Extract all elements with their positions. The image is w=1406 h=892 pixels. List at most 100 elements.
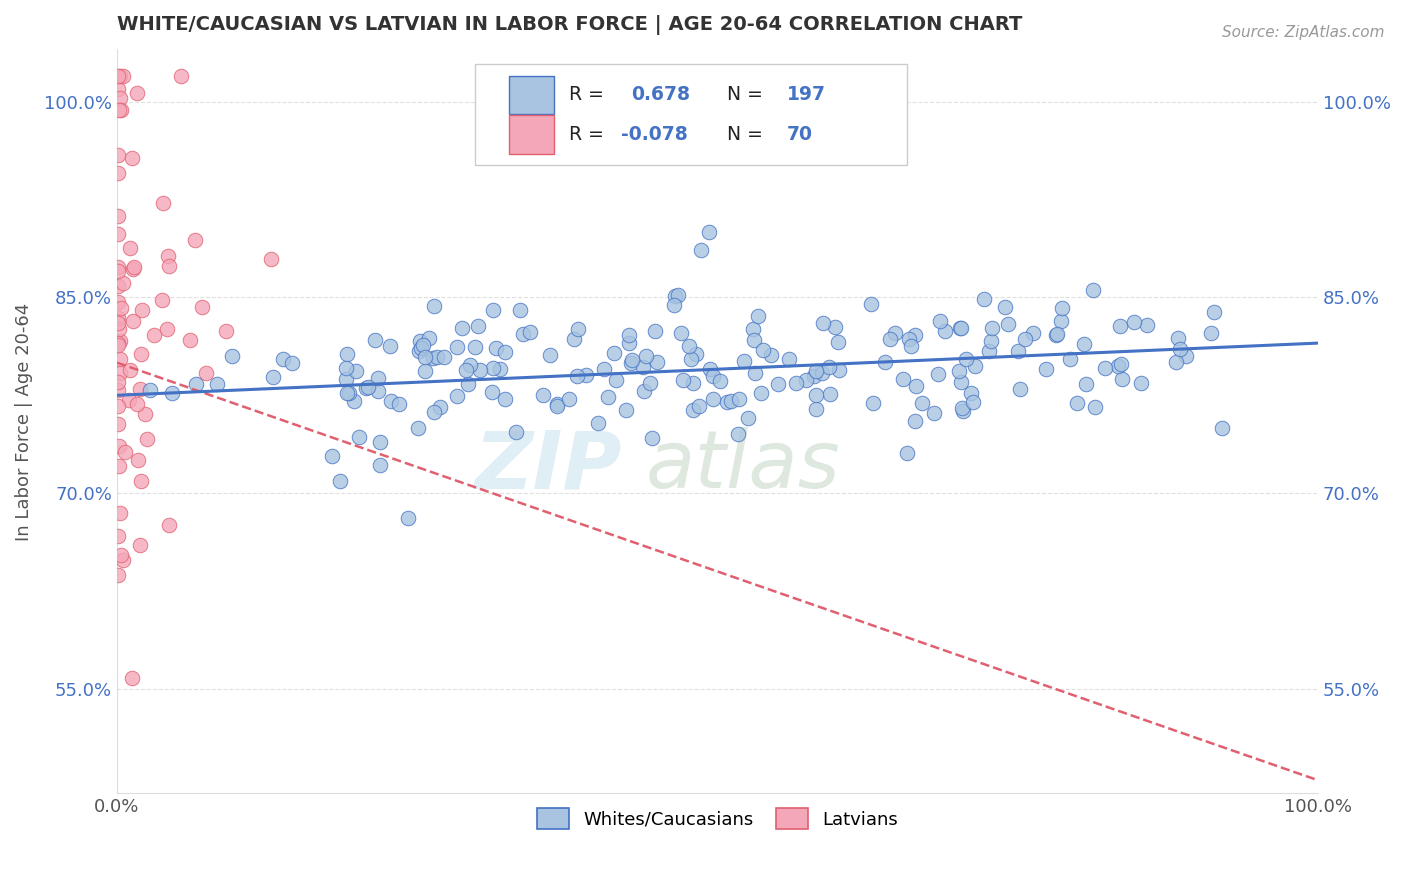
Point	[378, 339, 401, 353]
Point	[205, 376, 228, 391]
Point	[709, 375, 731, 389]
Point	[811, 316, 834, 330]
Point	[121, 314, 143, 328]
Point	[702, 368, 724, 383]
Point	[108, 322, 131, 336]
Point	[215, 324, 238, 338]
Point	[280, 356, 302, 370]
Point	[927, 368, 949, 382]
Point	[128, 538, 150, 552]
Point	[794, 373, 817, 387]
Point	[1084, 400, 1107, 414]
Point	[1168, 342, 1191, 356]
Text: 197: 197	[787, 86, 827, 104]
Point	[605, 373, 627, 387]
Point	[859, 297, 882, 311]
Point	[567, 369, 589, 384]
Point	[619, 335, 641, 350]
Point	[804, 388, 827, 402]
Text: atlas: atlas	[645, 427, 841, 505]
Point	[121, 671, 143, 685]
Point	[134, 407, 156, 421]
Point	[107, 263, 129, 277]
Point	[827, 334, 849, 349]
Point	[121, 151, 143, 165]
Point	[862, 396, 884, 410]
Point	[950, 401, 973, 415]
Point	[107, 209, 129, 223]
Point	[1045, 328, 1067, 343]
Point	[1014, 331, 1036, 345]
Point	[408, 343, 430, 358]
Point	[702, 392, 724, 406]
Point	[107, 147, 129, 161]
Point	[195, 366, 218, 380]
Point	[1081, 283, 1104, 297]
Point	[108, 91, 131, 105]
Point	[682, 376, 704, 391]
Point	[388, 397, 411, 411]
Point	[111, 552, 134, 566]
Point	[107, 166, 129, 180]
Point	[110, 301, 132, 315]
Point	[129, 346, 152, 360]
Point	[108, 334, 131, 348]
Point	[766, 377, 789, 392]
Point	[620, 356, 643, 370]
Text: N =: N =	[727, 125, 763, 144]
Point	[127, 397, 149, 411]
Point	[485, 341, 508, 355]
Point	[357, 380, 380, 394]
Point	[922, 406, 945, 420]
Point	[752, 343, 775, 357]
Point	[107, 260, 129, 275]
Point	[1010, 382, 1032, 396]
Point	[329, 474, 352, 488]
Point	[509, 302, 531, 317]
Point	[1066, 396, 1088, 410]
Point	[742, 333, 765, 347]
Point	[546, 399, 568, 413]
Point	[107, 82, 129, 96]
Point	[614, 403, 637, 417]
Point	[107, 417, 129, 431]
Point	[112, 69, 135, 83]
Point	[422, 351, 444, 366]
Point	[593, 361, 616, 376]
Point	[1107, 359, 1129, 373]
Point	[575, 368, 598, 383]
Point	[905, 378, 928, 392]
Point	[1050, 314, 1073, 328]
FancyBboxPatch shape	[475, 64, 907, 165]
Point	[640, 431, 662, 445]
Point	[666, 288, 689, 302]
FancyBboxPatch shape	[509, 76, 554, 114]
Point	[778, 352, 800, 367]
Point	[804, 364, 827, 378]
Text: R =: R =	[568, 125, 603, 144]
Point	[640, 376, 662, 391]
Point	[727, 427, 749, 442]
Point	[879, 332, 901, 346]
Point	[697, 225, 720, 239]
Point	[409, 341, 432, 355]
Point	[949, 375, 972, 389]
Point	[1199, 326, 1222, 341]
Point	[179, 333, 201, 347]
Point	[108, 439, 131, 453]
Point	[335, 372, 357, 386]
Point	[335, 360, 357, 375]
Point	[898, 332, 921, 346]
Point	[429, 400, 451, 414]
Point	[744, 366, 766, 380]
Point	[873, 355, 896, 369]
Text: 70: 70	[787, 125, 813, 144]
Point	[631, 359, 654, 374]
Point	[191, 300, 214, 314]
Point	[963, 359, 986, 373]
Point	[980, 334, 1002, 348]
Point	[688, 400, 710, 414]
Point	[1022, 326, 1045, 340]
Point	[370, 458, 392, 473]
Point	[994, 301, 1017, 315]
